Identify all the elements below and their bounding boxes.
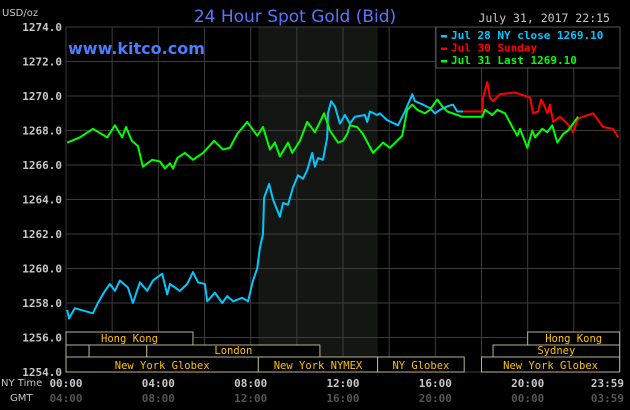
- series-line-1: [463, 81, 619, 138]
- y-tick-label: 1256.0: [22, 332, 62, 345]
- legend-label: Jul 31 Last 1269.10: [451, 54, 577, 67]
- y-tick-label: 1254.0: [22, 366, 62, 379]
- session-label: Hong Kong: [545, 333, 602, 345]
- y-tick-label: 1268.0: [22, 125, 62, 138]
- series-line-2: [66, 98, 579, 170]
- timestamp: July 31, 2017 22:15: [478, 11, 610, 25]
- x-axis: 00:00 04:00 04:00 08:00 08:00 12:00 12:00 16:00…: [49, 377, 624, 405]
- x-tick-label-gmt: 12:00: [234, 392, 267, 405]
- x-tick-label-ny: 20:00: [511, 377, 544, 390]
- y-tick-label: 1274.0: [22, 21, 62, 34]
- y-axis: 1254.0 1256.0 1258.0 1260.0 1262.0 1264.0 1266…: [22, 21, 62, 379]
- y-tick-label: 1264.0: [22, 194, 62, 207]
- x-tick-label-gmt: 04:00: [49, 392, 82, 405]
- session-label: New York Globex: [503, 360, 598, 372]
- x-tick-label-ny: 23:59: [591, 377, 624, 390]
- x-tick-label-ny: 12:00: [326, 377, 359, 390]
- y-unit-label: USD/oz: [2, 8, 38, 19]
- session-bars: Hong Kong Hong Kong London Sydney New York G…: [65, 331, 621, 373]
- series-line-0: [66, 93, 463, 320]
- session-label: Hong Kong: [101, 333, 158, 345]
- x-tick-label-ny: 00:00: [49, 377, 82, 390]
- legend-swatch: [441, 60, 447, 63]
- series-lines: [66, 81, 619, 320]
- legend-swatch: [441, 35, 447, 38]
- session-bar: [88, 344, 148, 358]
- x-tick-label-gmt: 03:59: [591, 392, 624, 405]
- session-bar: [481, 356, 621, 373]
- x-tick-label-ny: 16:00: [419, 377, 452, 390]
- x-tick-label-ny: 04:00: [142, 377, 175, 390]
- x-tick-label-gmt: 16:00: [326, 392, 359, 405]
- chart-title: 24 Hour Spot Gold (Bid): [194, 7, 396, 27]
- session-label: Sydney: [537, 345, 575, 357]
- legend-label: Jul 28 NY close 1269.10: [451, 29, 603, 42]
- y-tick-label: 1272.0: [22, 56, 62, 69]
- x-tick-label-gmt: 20:00: [419, 392, 452, 405]
- x-tick-label-gmt: 00:00: [511, 392, 544, 405]
- y-tick-label: 1266.0: [22, 159, 62, 172]
- gmt-label: GMT: [10, 393, 33, 404]
- y-tick-label: 1260.0: [22, 263, 62, 276]
- session-bar: [65, 344, 90, 358]
- y-tick-label: 1270.0: [22, 90, 62, 103]
- x-tick-label-gmt: 08:00: [142, 392, 175, 405]
- website-label: www.kitco.com: [68, 39, 205, 58]
- session-label: New York NYMEX: [274, 360, 363, 372]
- legend-label: Jul 30 Sunday: [451, 42, 537, 55]
- session-label: New York Globex: [115, 360, 210, 372]
- legend-swatch: [441, 47, 447, 50]
- legend-box: [435, 26, 621, 69]
- session-bar: [377, 356, 465, 373]
- session-label: London: [214, 345, 252, 357]
- x-tick-label-ny: 08:00: [234, 377, 267, 390]
- ny-time-label: NY Time: [1, 378, 42, 389]
- session-label: NY Globex: [392, 360, 449, 372]
- y-tick-label: 1262.0: [22, 228, 62, 241]
- y-tick-label: 1258.0: [22, 297, 62, 310]
